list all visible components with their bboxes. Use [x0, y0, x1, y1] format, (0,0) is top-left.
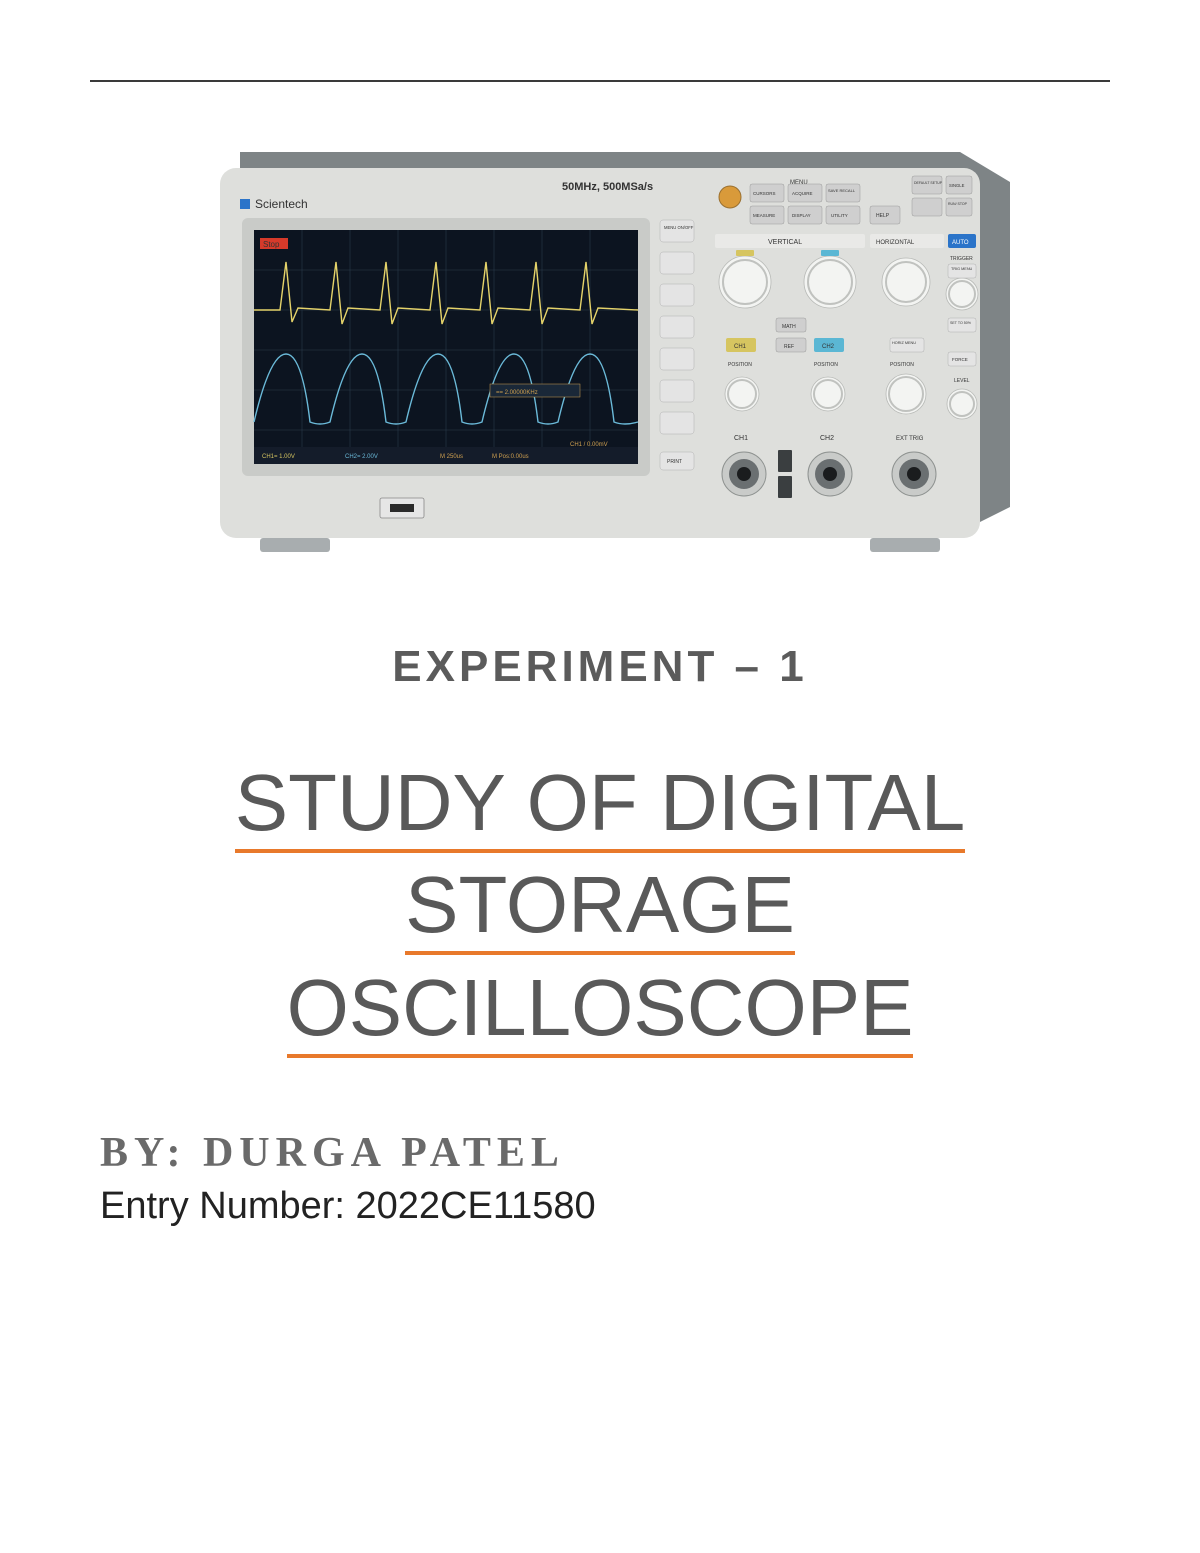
screen-stat: CH1 / 0.00mV [570, 442, 608, 448]
title-line-1: STUDY OF DIGITAL [235, 758, 965, 853]
svg-text:REF: REF [784, 344, 794, 350]
svg-text:SINGLE: SINGLE [949, 183, 965, 188]
entry-number: Entry Number: 2022CE11580 [100, 1185, 1110, 1228]
svg-text:HELP: HELP [876, 213, 890, 219]
svg-text:TRIGGER: TRIGGER [950, 256, 973, 262]
svg-text:HORIZ MENU: HORIZ MENU [892, 341, 916, 345]
svg-text:SAVE RECALL: SAVE RECALL [828, 188, 856, 193]
svg-text:CH1: CH1 [734, 435, 748, 442]
brand-text: Scientech [255, 197, 308, 211]
screen-freq: == 2.00000KHz [496, 390, 538, 396]
svg-text:DEFAULT SETUP: DEFAULT SETUP [914, 181, 943, 185]
svg-text:HORIZONTAL: HORIZONTAL [876, 240, 915, 246]
svg-text:CURSORS: CURSORS [753, 191, 776, 196]
top-horizontal-rule [90, 80, 1110, 82]
svg-text:FORCE: FORCE [952, 357, 968, 362]
svg-text:ACQUIRE: ACQUIRE [792, 191, 813, 196]
svg-text:POSITION: POSITION [890, 362, 914, 368]
svg-text:LEVEL: LEVEL [954, 378, 970, 384]
title-line-2: STORAGE [405, 860, 795, 955]
svg-text:MATH: MATH [782, 324, 796, 330]
bnc-ch1 [722, 452, 766, 496]
svg-text:VERTICAL: VERTICAL [768, 239, 802, 246]
svg-text:RUN/ STOP: RUN/ STOP [948, 202, 968, 206]
svg-text:UTILITY: UTILITY [831, 213, 848, 218]
bnc-ext [892, 452, 936, 496]
screen-mpos: M Pos:0.00us [492, 454, 529, 460]
svg-text:AUTO: AUTO [952, 240, 969, 246]
svg-text:MENU ON/OFF: MENU ON/OFF [664, 225, 694, 230]
screen-ch2: CH2= 2.00V [345, 454, 378, 460]
device-figure-wrap: Scientech 50MHz, 500MSa/s [90, 122, 1110, 582]
screen-status: Stop [263, 240, 280, 249]
bnc-ch2 [808, 452, 852, 496]
svg-text:EXT TRIG: EXT TRIG [896, 436, 924, 442]
document-page: Scientech 50MHz, 500MSa/s [0, 0, 1200, 1553]
oscilloscope-illustration: Scientech 50MHz, 500MSa/s [170, 122, 1030, 582]
svg-text:POSITION: POSITION [728, 362, 752, 368]
svg-text:MEASURE: MEASURE [753, 213, 775, 218]
svg-text:DISPLAY: DISPLAY [792, 213, 811, 218]
screen-m: M 250us [440, 454, 463, 460]
title-line-3: OSCILLOSCOPE [287, 963, 914, 1058]
svg-text:CH2: CH2 [820, 435, 834, 442]
svg-text:TRIG MENU: TRIG MENU [951, 267, 973, 271]
document-title: STUDY OF DIGITAL STORAGE OSCILLOSCOPE [90, 752, 1110, 1059]
author-byline: BY: DURGA PATEL [100, 1129, 1110, 1177]
svg-text:SET TO 50%: SET TO 50% [950, 321, 972, 325]
svg-text:CH1: CH1 [734, 344, 747, 350]
svg-text:PRINT: PRINT [667, 459, 682, 465]
svg-text:CH2: CH2 [822, 344, 835, 350]
screen-ch1: CH1= 1.00V [262, 454, 295, 460]
experiment-heading: EXPERIMENT – 1 [90, 642, 1110, 692]
spec-text: 50MHz, 500MSa/s [562, 181, 653, 193]
svg-text:POSITION: POSITION [814, 362, 838, 368]
